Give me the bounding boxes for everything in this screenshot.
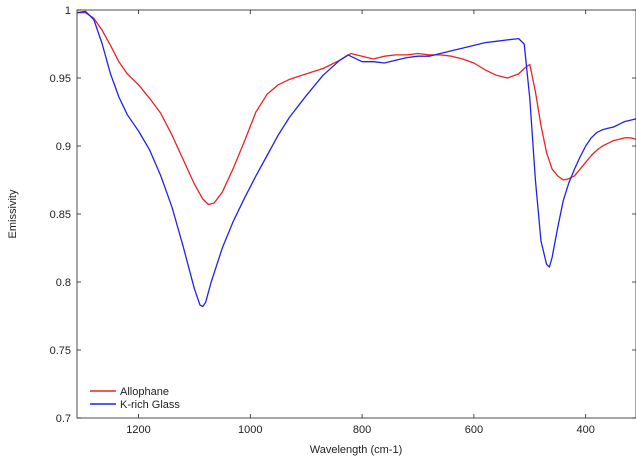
x-tick-label: 600 (465, 424, 483, 436)
series-line-k-rich-glass (76, 10, 636, 308)
y-tick-label: 0.75 (50, 345, 71, 357)
x-tick-label: 400 (577, 424, 595, 436)
y-tick-label: 0.7 (56, 413, 71, 425)
x-axis-label: Wavelength (cm-1) (310, 444, 403, 456)
plot-area (76, 9, 636, 419)
y-axis-label: Emissivity (7, 189, 19, 238)
y-tick-label: 0.8 (56, 277, 71, 289)
y-tick-label: 0.9 (56, 141, 71, 153)
x-tick-label: 800 (353, 424, 371, 436)
x-tick-label: 1000 (238, 424, 262, 436)
legend-label: K-rich Glass (120, 399, 180, 411)
y-tick-label: 0.95 (50, 73, 71, 85)
series-layer (76, 10, 636, 308)
legend-label: Allophane (120, 386, 169, 398)
series-line-allophane (77, 12, 636, 206)
y-tick-label: 1 (65, 5, 71, 17)
x-tick-label: 1200 (126, 424, 150, 436)
x-axis: 1200 1000 800 600 400 (126, 10, 595, 436)
y-axis: 0.7 0.75 0.8 0.85 0.9 0.95 1 (50, 5, 636, 425)
y-tick-label: 0.85 (50, 209, 71, 221)
